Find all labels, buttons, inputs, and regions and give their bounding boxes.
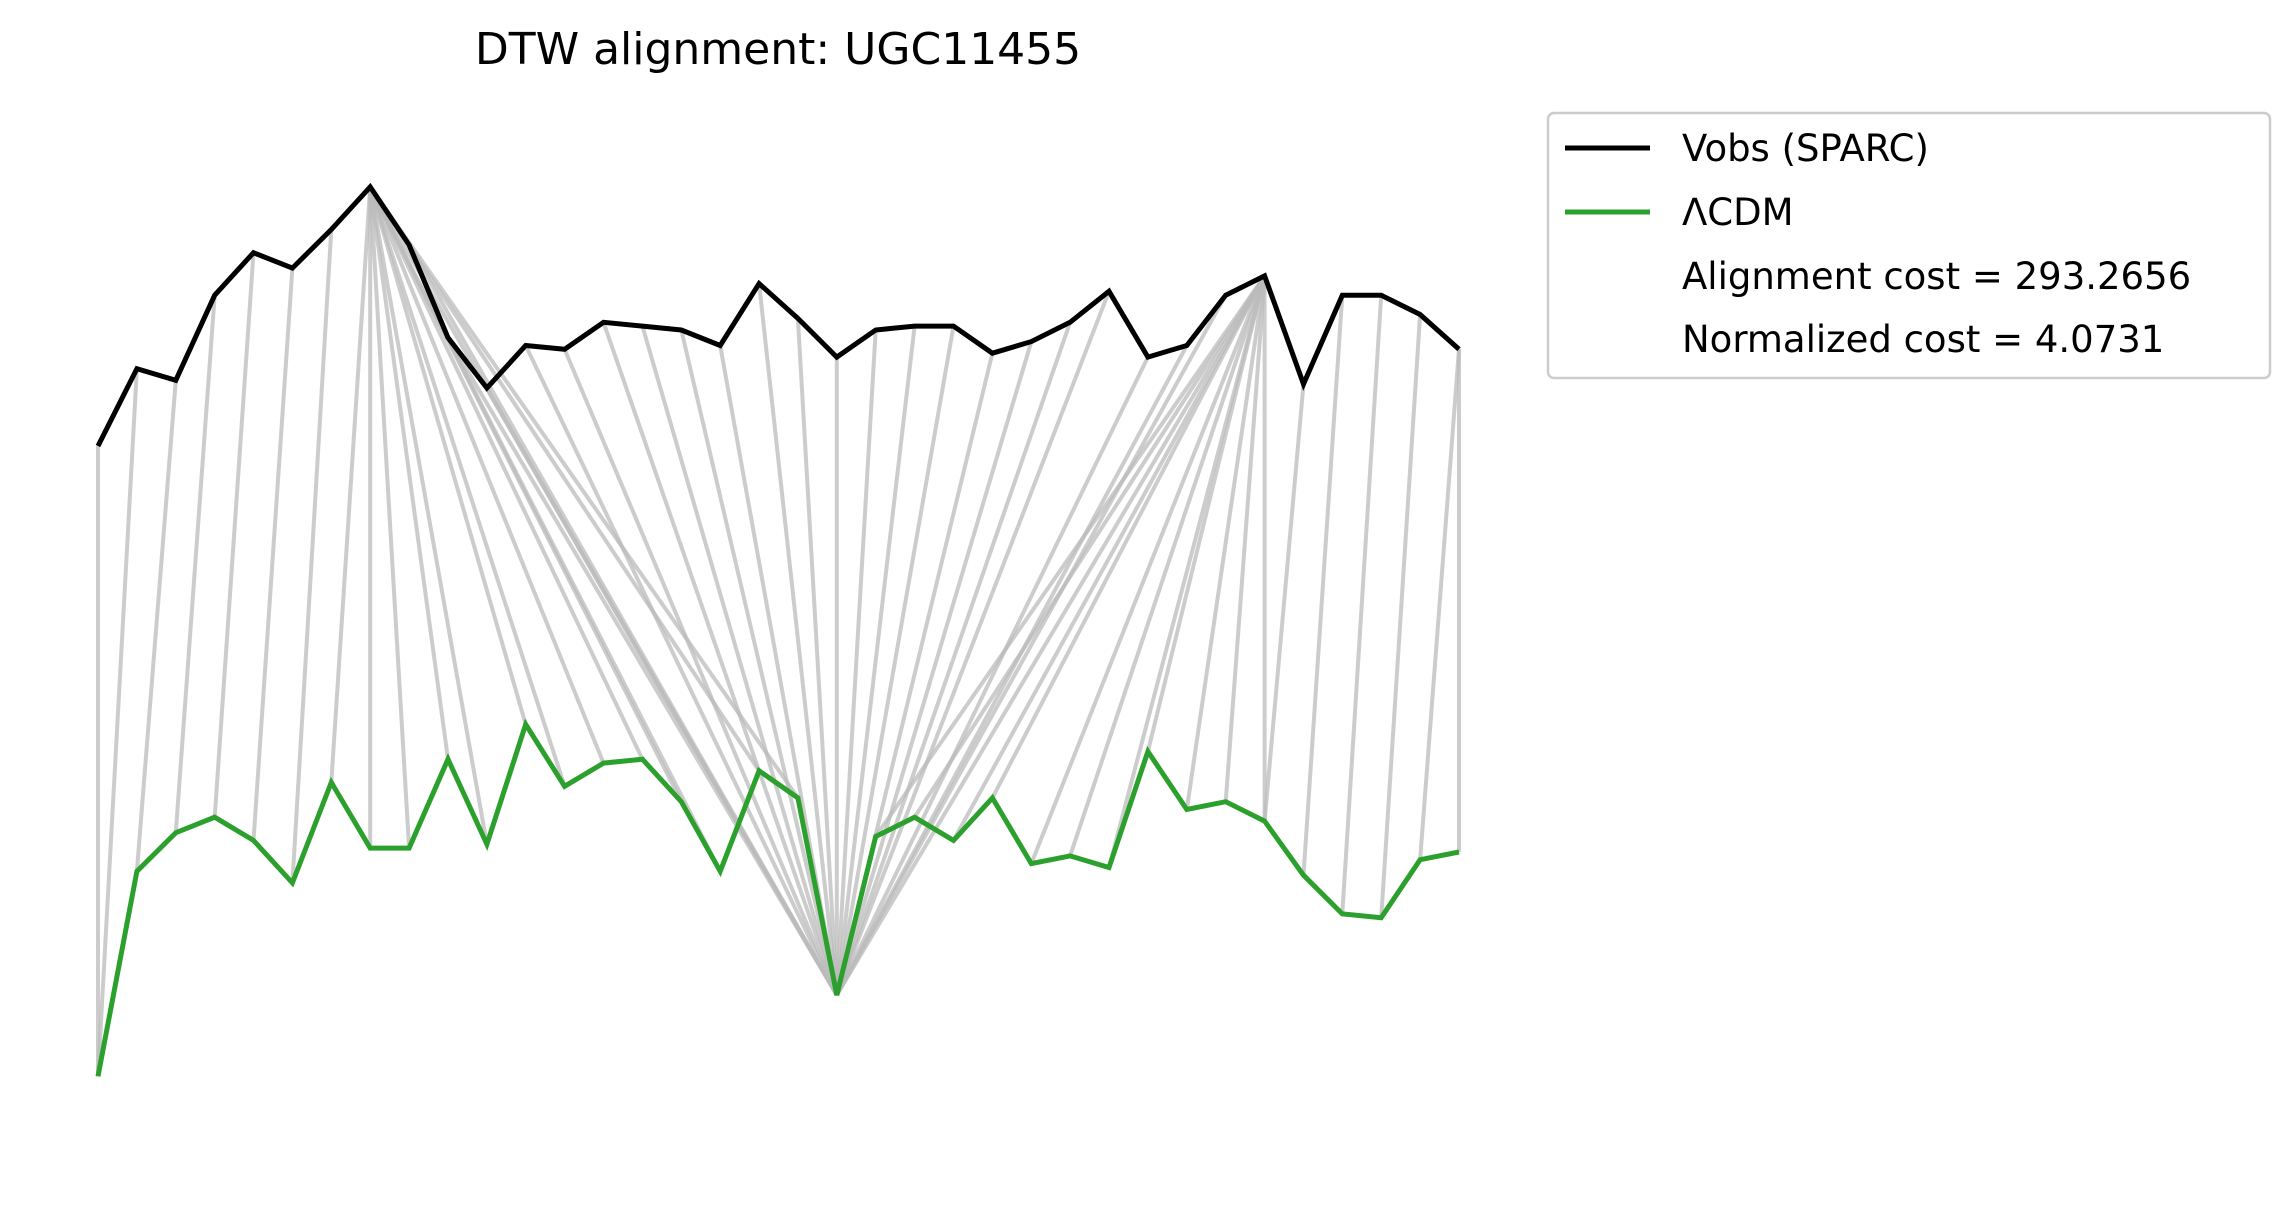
alignment-line-19 (368, 185, 800, 800)
alignment-line-53 (1223, 275, 1267, 802)
alignment-line-43 (835, 274, 1267, 997)
legend-label-vobs: Vobs (SPARC) (1682, 127, 1929, 170)
alignment-line-37 (834, 341, 1034, 996)
alignment-line-51 (1145, 275, 1267, 752)
alignment-lines (96, 185, 1461, 1077)
alignment-line-7 (329, 186, 373, 783)
alignment-line-49 (1068, 275, 1267, 857)
alignment-line-52 (1184, 275, 1267, 810)
alignment-line-15 (368, 186, 645, 761)
alignment-line-11 (368, 186, 489, 845)
alignment-line-9 (368, 186, 412, 849)
alignment-line-40 (835, 356, 1150, 996)
alignment-line-56 (1301, 295, 1345, 876)
alignment-line-23 (485, 387, 839, 997)
alignment-line-1 (96, 368, 139, 1077)
alignment-line-6 (290, 229, 334, 884)
alignment-line-24 (523, 344, 839, 996)
chart-title: DTW alignment: UGC11455 (475, 24, 1081, 75)
alignment-line-42 (835, 294, 1228, 997)
alignment-line-25 (562, 348, 839, 996)
alignment-line-58 (1379, 314, 1423, 918)
alignment-line-10 (368, 186, 450, 760)
alignment-line-47 (990, 274, 1267, 799)
legend-alignment-cost: Alignment cost = 293.2656 (1682, 255, 2191, 298)
alignment-line-13 (368, 186, 567, 787)
alignment-line-31 (795, 318, 839, 996)
legend-normalized-cost: Normalized cost = 4.0731 (1682, 318, 2164, 361)
legend: Vobs (SPARC) ΛCDM Alignment cost = 293.2… (1546, 111, 2272, 380)
alignment-line-12 (368, 186, 528, 725)
alignment-line-3 (173, 295, 217, 833)
alignment-line-45 (912, 274, 1267, 819)
alignment-line-33 (834, 329, 878, 996)
series-line-0 (95, 182, 1461, 448)
alignment-line-2 (134, 380, 178, 872)
alignment-line-5 (251, 267, 295, 841)
alignment-line-35 (834, 325, 956, 996)
alignment-line-17 (368, 185, 722, 873)
alignment-line-48 (1029, 275, 1267, 865)
alignment-line-39 (834, 290, 1111, 996)
alignment-line-30 (757, 283, 839, 996)
alignment-line-4 (212, 252, 256, 818)
alignment-line-28 (679, 329, 839, 996)
alignment-line-57 (1340, 295, 1384, 915)
alignment-line-59 (1418, 349, 1461, 860)
alignment-line-46 (951, 274, 1267, 842)
alignment-line-26 (601, 321, 839, 996)
alignment-line-38 (834, 321, 1072, 996)
legend-box (1546, 111, 2272, 380)
alignment-line-14 (368, 186, 606, 764)
alignment-line-27 (640, 325, 839, 996)
alignment-line-18 (368, 185, 761, 772)
alignment-line-34 (834, 325, 917, 996)
alignment-line-55 (1262, 383, 1306, 822)
series-lines (95, 182, 1461, 1077)
alignment-line-44 (874, 274, 1267, 838)
series-line-1 (95, 718, 1460, 1077)
legend-label-lcdm: ΛCDM (1682, 191, 1794, 234)
